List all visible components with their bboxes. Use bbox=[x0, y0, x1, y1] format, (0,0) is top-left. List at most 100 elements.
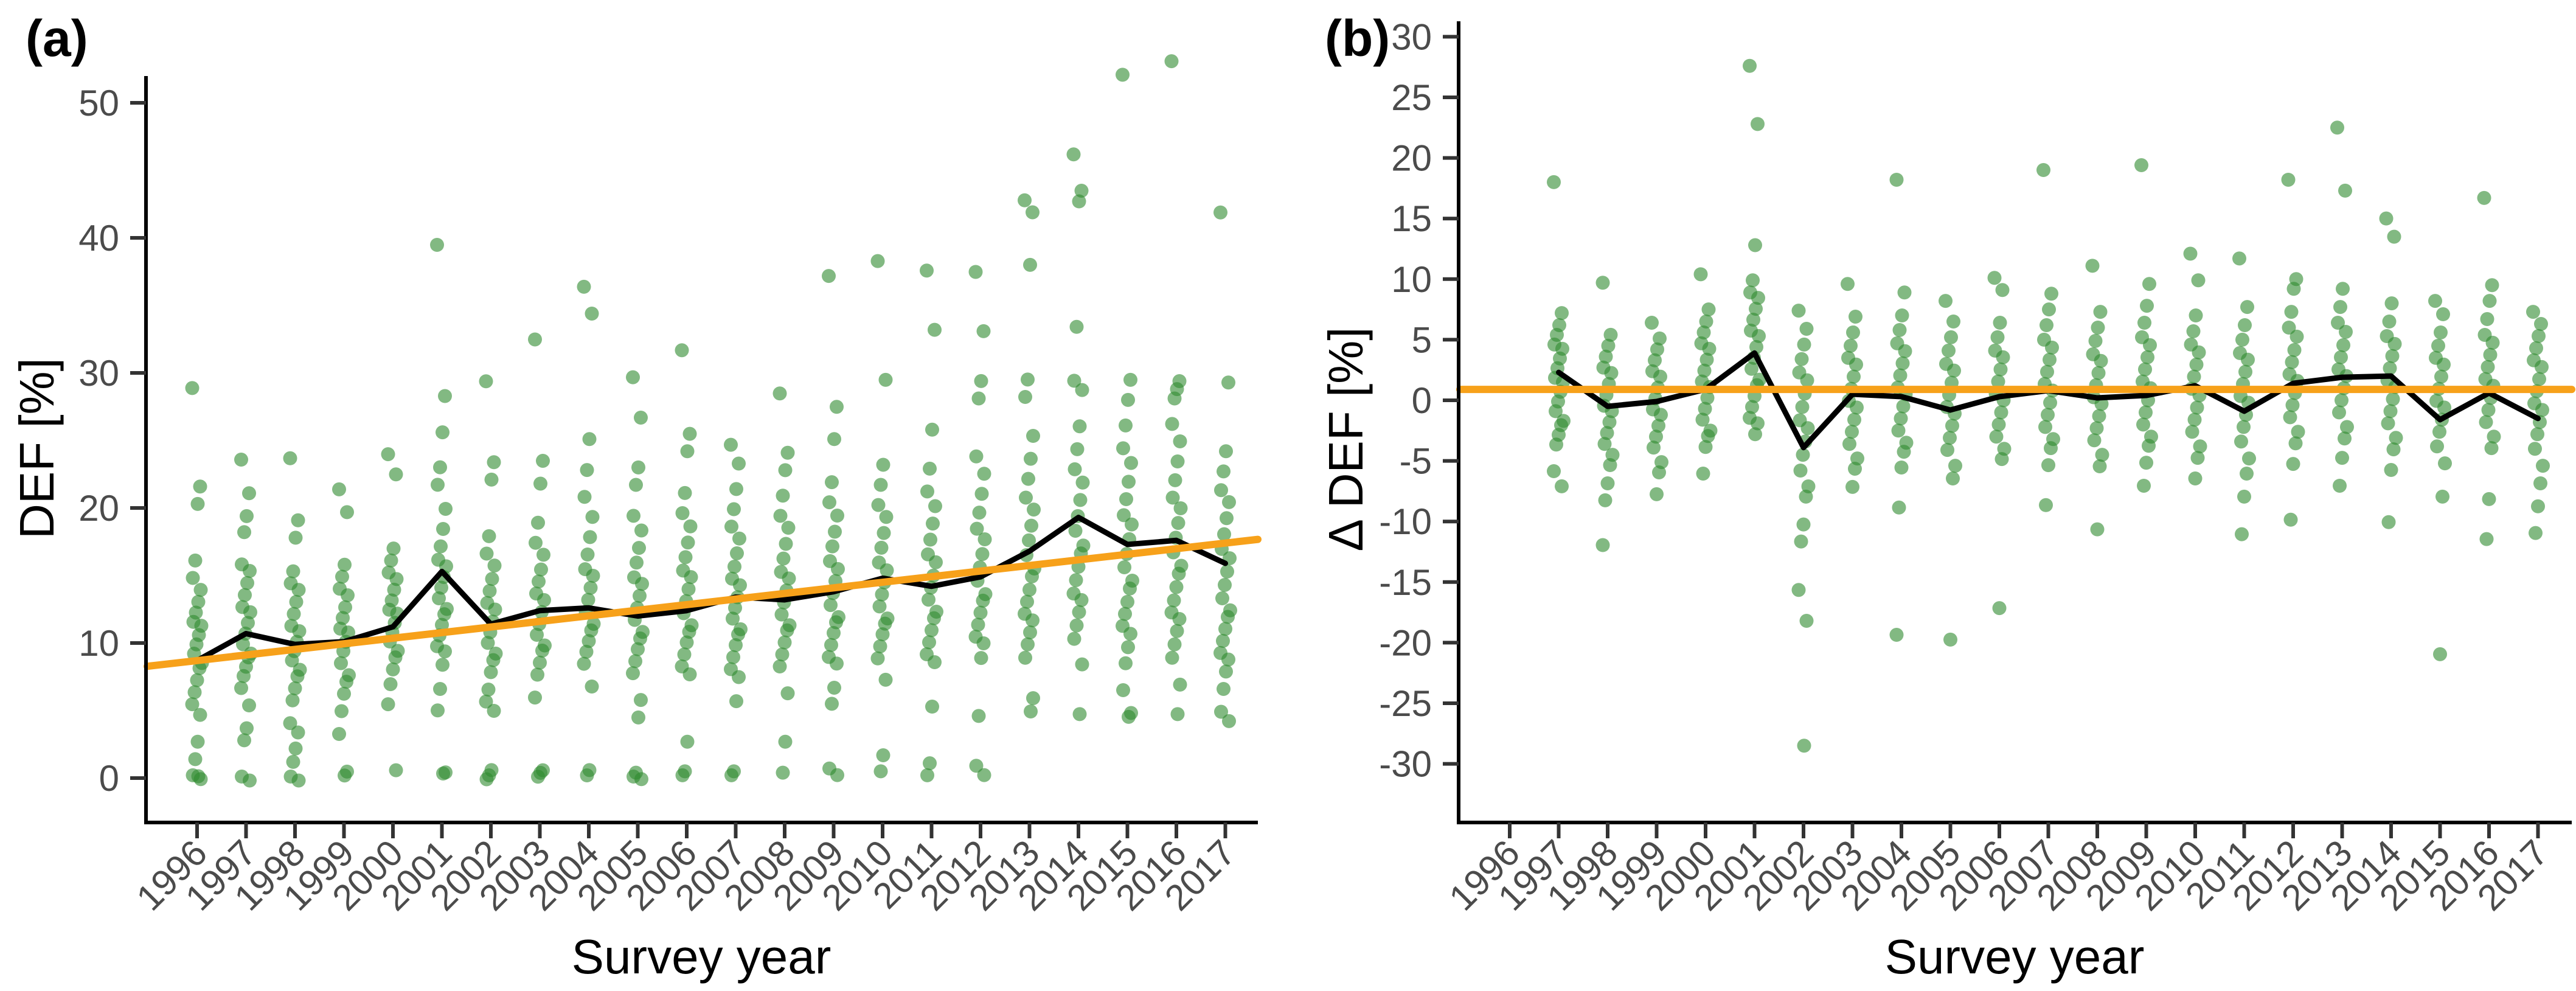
panel-a-data-point bbox=[1067, 631, 1081, 646]
panel-b-data-point bbox=[1939, 294, 1953, 308]
panel-b-data-point bbox=[1751, 117, 1765, 131]
panel-b-data-point bbox=[1946, 471, 1960, 485]
panel-b-data-point bbox=[1701, 429, 1715, 443]
panel-a-data-point bbox=[874, 540, 889, 555]
panel-a-data-point bbox=[1123, 372, 1137, 387]
panel-a-y-tick-label: 10 bbox=[78, 623, 119, 664]
panel-b-data-point bbox=[2282, 320, 2296, 335]
panel-a-data-point bbox=[871, 498, 886, 512]
panel-b-data-point bbox=[1649, 429, 1663, 444]
panel-a-data-point bbox=[481, 682, 496, 697]
panel-b-data-point bbox=[1693, 267, 1708, 282]
panel-a-data-point bbox=[873, 478, 888, 492]
panel-a-data-point bbox=[1217, 681, 1231, 696]
panel-a-data-point bbox=[579, 644, 594, 659]
panel-a-data-point bbox=[193, 583, 208, 597]
panel-a-data-point bbox=[335, 704, 349, 718]
panel-a-data-point bbox=[925, 422, 939, 437]
panel-a-data-point bbox=[528, 690, 542, 705]
panel-a-data-point bbox=[629, 478, 643, 492]
panel-b-data-point bbox=[2386, 442, 2401, 457]
panel-b-data-point bbox=[1796, 517, 1811, 532]
panel-a-data-point bbox=[1023, 625, 1037, 639]
panel-b-data-point bbox=[2291, 425, 2305, 439]
panel-a-data-point bbox=[1222, 714, 1236, 728]
panel-a-data-point bbox=[780, 445, 795, 460]
panel-a-data-point bbox=[680, 734, 695, 749]
panel-b-data-point bbox=[2039, 498, 2053, 512]
panel-a-data-point bbox=[341, 588, 355, 603]
panel-a-data-point bbox=[729, 694, 743, 709]
panel-a-data-point bbox=[533, 655, 547, 670]
panel-b-data-point bbox=[2087, 433, 2102, 448]
panel-a-data-point bbox=[389, 763, 403, 777]
panel-a-data-point bbox=[830, 656, 844, 671]
panel-b-data-point bbox=[1604, 366, 1619, 380]
panel-a-data-point bbox=[724, 768, 738, 782]
panel-a-data-point bbox=[1116, 68, 1130, 82]
panel-a-data-point bbox=[242, 486, 256, 501]
panel-a-data-point bbox=[389, 467, 403, 482]
panel-a-data-point bbox=[870, 254, 885, 268]
panel-a-y-tick-label: 50 bbox=[78, 83, 119, 123]
panel-a-data-point bbox=[431, 703, 445, 718]
panel-b-data-point bbox=[1844, 338, 1858, 353]
panel-b-data-point bbox=[2095, 448, 2109, 462]
panel-b-data-point bbox=[2192, 345, 2206, 360]
panel-a-data-point bbox=[530, 627, 544, 642]
panel-a-data-point bbox=[286, 754, 300, 769]
panel-a-data-point bbox=[242, 698, 256, 713]
panel-b-data-point bbox=[2040, 364, 2054, 379]
panel-a-data-point bbox=[485, 572, 499, 586]
panel-b-data-point bbox=[1743, 58, 1757, 73]
panel-b-data-point bbox=[2331, 316, 2345, 330]
panel-a-data-point bbox=[482, 529, 496, 543]
panel-b-data-point bbox=[2433, 647, 2447, 661]
panel-a-data-point bbox=[236, 637, 250, 652]
panel-b-data-point bbox=[2242, 451, 2256, 466]
panel-b-data-point bbox=[2191, 273, 2206, 288]
panel-a-data-point bbox=[531, 515, 545, 530]
panel-a-data-point bbox=[1170, 707, 1185, 722]
panel-b-data-point bbox=[2434, 325, 2448, 339]
panel-b-data-point bbox=[2235, 332, 2249, 347]
panel-a-data-point bbox=[929, 555, 943, 569]
panel-a-data-point bbox=[291, 583, 306, 597]
panel-a-data-point bbox=[1219, 444, 1233, 459]
panel-a-data-point bbox=[971, 391, 986, 406]
panel-a-data-point bbox=[335, 569, 349, 584]
panel-b-data-point bbox=[1555, 479, 1569, 493]
panel-b-data-point bbox=[2339, 324, 2353, 339]
panel-a-data-point bbox=[631, 642, 645, 656]
panel-a-data-point bbox=[772, 659, 787, 674]
panel-b-data-point bbox=[1696, 325, 1711, 339]
panel-b-data-point bbox=[1995, 283, 2010, 297]
panel-a-data-point bbox=[969, 759, 984, 773]
panel-a-data-point bbox=[928, 322, 942, 337]
panel-b-data-point bbox=[1848, 462, 1862, 476]
panel-b-data-point bbox=[1991, 374, 2005, 389]
panel-a-data-point bbox=[583, 580, 598, 595]
panel-a-data-point bbox=[1124, 456, 1138, 470]
panel-a-data-point bbox=[585, 510, 600, 524]
panel-a-data-point bbox=[434, 580, 448, 595]
panel-a-data-point bbox=[581, 593, 595, 607]
panel-a-data-point bbox=[678, 550, 693, 565]
panel-b-data-point bbox=[1947, 363, 1961, 378]
panel-a-data-point bbox=[537, 593, 551, 607]
panel-b-y-tick-label: -25 bbox=[1379, 683, 1432, 724]
panel-b-data-point bbox=[2385, 349, 2400, 363]
panel-a-data-point bbox=[580, 463, 594, 478]
panel-b-data-point bbox=[2089, 421, 2104, 436]
panel-b-data-point bbox=[2241, 352, 2255, 367]
panel-a-data-point bbox=[974, 651, 988, 666]
panel-b-data-point bbox=[2479, 532, 2494, 546]
panel-a-data-point bbox=[634, 693, 648, 708]
panel-b-data-point bbox=[2529, 341, 2543, 355]
panel-a-data-point bbox=[726, 650, 740, 664]
panel-a-data-point bbox=[830, 400, 844, 414]
panel-b-data-point bbox=[1898, 344, 1912, 358]
panel-b-data-point bbox=[1943, 431, 1957, 445]
panel-a-data-point bbox=[435, 617, 449, 632]
panel-a-data-point bbox=[928, 655, 942, 670]
